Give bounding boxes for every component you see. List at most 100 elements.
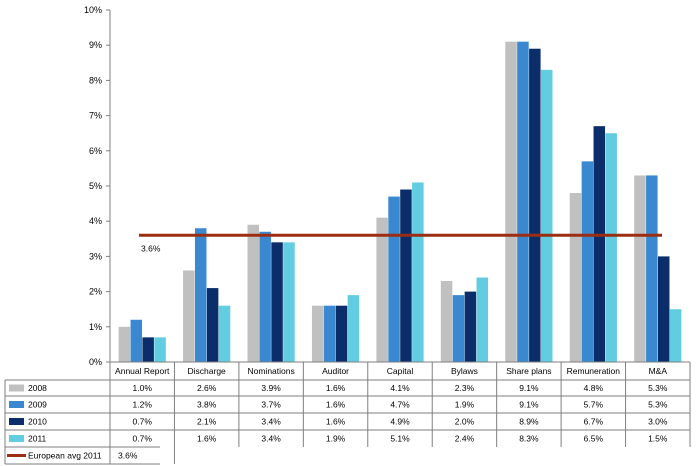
bar-2010-7 [593,126,606,362]
legend-swatch-2010 [9,418,24,425]
y-tick-label: 6% [89,146,102,156]
data-label: 4.1% [390,383,410,393]
data-label: 8.3% [519,434,539,444]
data-label: 2.0% [455,417,475,427]
data-label: 3.4% [261,434,281,444]
data-label: 0.7% [133,434,153,444]
bar-2009-4 [388,196,400,362]
legend-swatch-2009 [9,401,24,408]
x-tick-label: Share plans [506,366,551,376]
data-label: 5.7% [584,400,604,410]
bar-2009-6 [517,41,529,363]
reference-line-label: 3.6% [141,243,161,253]
data-label: 4.7% [390,400,410,410]
data-label: 0.7% [133,417,153,427]
legend-label-european-avg: European avg 2011 [28,451,102,461]
data-label: 8.9% [519,417,539,427]
data-label: 3.4% [261,417,281,427]
bar-2008-7 [569,193,582,362]
bar-2010-1 [206,288,219,362]
legend-label-2011: 2011 [28,434,47,444]
data-label: 2.4% [455,434,475,444]
data-label: 5.3% [648,400,668,410]
data-label: 9.1% [519,383,539,393]
bar-2010-0 [142,337,154,362]
data-label: 1.6% [326,400,346,410]
bar-2011-4 [412,182,424,362]
data-label: 3.7% [261,400,281,410]
bar-2011-3 [347,295,360,362]
bar-2008-6 [505,41,517,363]
data-label: 1.9% [455,400,475,410]
bar-2008-0 [118,326,131,362]
bar-2010-3 [335,305,348,362]
data-label: 4.9% [390,417,410,427]
bar-2011-7 [605,133,617,362]
data-label: 2.6% [197,383,217,393]
bar-2010-4 [400,189,412,362]
y-tick-label: 0% [89,357,102,367]
bar-2009-2 [259,231,271,362]
y-tick-label: 4% [89,216,102,226]
y-tick-label: 10% [84,5,102,15]
bar-2010-6 [529,48,541,362]
bars-layer [118,41,682,363]
x-tick-label: M&A [649,366,668,376]
bar-2008-4 [376,217,388,362]
legend-label-2008: 2008 [28,383,47,393]
bar-2011-1 [218,305,231,362]
data-label: 1.6% [326,383,346,393]
data-label: 3.8% [197,400,217,410]
x-tick-label: Nominations [247,366,294,376]
x-tick-label: Discharge [188,366,227,376]
bar-2009-0 [130,319,143,362]
bar-2009-8 [646,175,658,362]
y-tick-label: 7% [89,111,102,121]
data-label: 6.7% [584,417,604,427]
data-label: 1.9% [326,434,346,444]
y-tick-label: 1% [89,322,102,332]
x-tick-label: Remuneration [567,366,621,376]
y-tick-label: 3% [89,251,102,261]
data-label: 5.3% [648,383,668,393]
data-label: 4.8% [584,383,604,393]
data-label: 6.5% [584,434,604,444]
x-tick-label: Capital [387,366,414,376]
data-label: 2.3% [455,383,475,393]
bar-2010-8 [657,256,670,362]
bar-2008-2 [247,224,260,362]
data-table: Annual Report Discharge Nominations Auditor… [4,361,691,465]
bar-2009-3 [323,305,336,362]
bar-2011-0 [154,337,166,362]
legend-swatch-european-avg [7,454,26,457]
x-tick-label: Auditor [322,366,349,376]
y-tick-label: 5% [89,181,102,191]
data-label: 5.1% [390,434,410,444]
bar-2009-1 [194,228,207,362]
bar-2011-6 [540,69,553,362]
bar-2011-2 [283,242,295,362]
bar-2008-1 [183,270,195,362]
bar-2008-5 [440,281,453,362]
bar-2009-5 [452,295,465,362]
data-label: 1.6% [326,417,346,427]
y-tick-label: 9% [89,40,102,50]
bar-2009-7 [581,161,594,362]
x-tick-label: Annual Report [115,366,170,376]
bar-2011-8 [669,309,682,362]
bar-2008-3 [311,305,324,362]
y-tick-label: 2% [89,287,102,297]
y-ticks: 0% 1% 2% 3% 4% 5% 6% 7% 8% 9% 10% [84,5,110,367]
legend-swatch-2008 [9,384,24,392]
data-label: 1.0% [133,383,153,393]
data-label: 2.1% [197,417,217,427]
legend-label-2009: 2009 [28,400,47,410]
y-tick-label: 8% [89,75,102,85]
data-label: 9.1% [519,400,539,410]
data-label: 1.5% [648,434,668,444]
data-label: 1.2% [133,400,153,410]
data-label: 3.9% [261,383,281,393]
bar-2008-8 [634,175,646,362]
bar-2010-5 [464,291,477,362]
